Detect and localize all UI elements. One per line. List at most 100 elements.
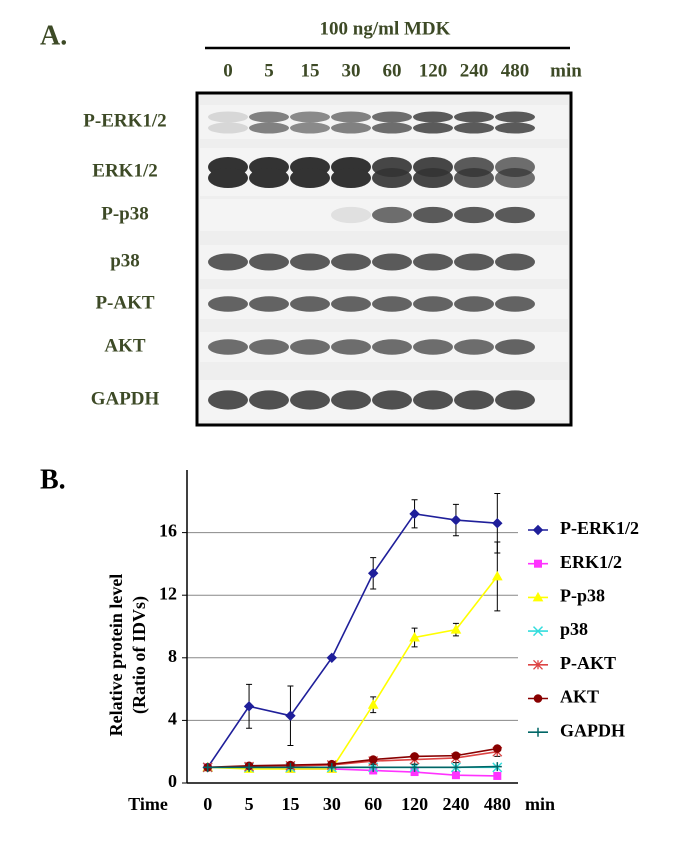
series-line xyxy=(207,575,498,770)
point xyxy=(368,755,378,764)
blot-band xyxy=(372,390,412,410)
series xyxy=(202,541,503,773)
row-label: ERK1/2 xyxy=(92,160,157,181)
legend-label: p38 xyxy=(560,619,588,639)
point xyxy=(326,652,338,664)
blot-band xyxy=(495,296,535,312)
blot-band xyxy=(454,206,494,224)
blot-band xyxy=(495,390,535,410)
blot-band xyxy=(372,122,412,134)
legend-label: P-ERK1/2 xyxy=(560,518,639,538)
series-line xyxy=(207,512,498,768)
x-tick-label: 5 xyxy=(245,794,254,814)
row-label: P-ERK1/2 xyxy=(83,110,166,131)
blot-band xyxy=(454,339,494,355)
blot-band xyxy=(249,253,289,271)
legend-marker xyxy=(533,694,543,703)
row-label: AKT xyxy=(104,335,146,356)
blot-band xyxy=(413,253,453,271)
point xyxy=(493,771,502,780)
time-label: 480 xyxy=(501,60,530,81)
blot-band xyxy=(290,296,330,312)
point xyxy=(285,710,296,721)
blot-band xyxy=(249,390,289,410)
point xyxy=(451,751,461,760)
x-axis-unit: min xyxy=(525,794,555,814)
y-tick-label: 12 xyxy=(159,583,177,603)
blot-band xyxy=(372,111,412,123)
blot-band xyxy=(290,390,330,410)
treatment: 100 ng/ml MDK xyxy=(320,18,451,39)
blot-band xyxy=(454,168,494,188)
y-tick-label: 16 xyxy=(159,521,177,541)
time-label: 240 xyxy=(460,60,489,81)
panel-label: B. xyxy=(40,464,66,495)
blot-band xyxy=(331,168,371,188)
x-tick-label: 15 xyxy=(281,794,299,814)
point xyxy=(203,762,213,772)
time-label: 30 xyxy=(342,60,361,81)
blot-band xyxy=(454,253,494,271)
blot-band xyxy=(331,390,371,410)
x-axis-label: Time xyxy=(128,794,168,814)
row-label: P-p38 xyxy=(101,203,149,224)
blot xyxy=(200,105,568,420)
time-label: 120 xyxy=(419,60,448,81)
blot-band xyxy=(413,111,453,123)
blot-band xyxy=(249,168,289,188)
point xyxy=(409,508,420,520)
blot-band xyxy=(249,122,289,134)
row-label: P-AKT xyxy=(95,292,154,313)
series-line xyxy=(207,765,498,769)
blot-band xyxy=(331,296,371,312)
blot-band xyxy=(290,168,330,188)
blot-band xyxy=(372,339,412,355)
y-axis-label: Relative protein level xyxy=(106,574,126,737)
legend-marker xyxy=(532,524,544,536)
point xyxy=(410,762,420,772)
point xyxy=(492,518,503,529)
y-tick-label: 8 xyxy=(168,646,177,666)
blot-band xyxy=(208,253,248,271)
blot-band xyxy=(290,339,330,355)
point xyxy=(451,771,460,780)
y-tick-label: 0 xyxy=(168,771,177,791)
series-line xyxy=(207,747,498,769)
point xyxy=(368,762,378,772)
point xyxy=(327,762,337,772)
blot-band xyxy=(413,168,453,188)
x-tick-label: 240 xyxy=(442,794,469,814)
series xyxy=(203,762,502,772)
y-axis-label: (Ratio of IDVs) xyxy=(129,596,150,714)
point xyxy=(491,570,503,581)
panel-label: A. xyxy=(40,20,67,51)
blot-band xyxy=(413,339,453,355)
legend-label: P-p38 xyxy=(560,586,605,606)
y-tick-label: 4 xyxy=(168,709,177,729)
blot-band xyxy=(331,111,371,123)
blot-band xyxy=(208,339,248,355)
legend-marker xyxy=(533,659,543,670)
point xyxy=(493,744,502,753)
legend-marker xyxy=(532,626,544,637)
legend-label: P-AKT xyxy=(560,653,616,673)
blot-band xyxy=(331,206,371,224)
legend-marker xyxy=(532,591,544,602)
blot-band xyxy=(372,168,412,188)
legend-label: AKT xyxy=(560,687,599,707)
legend-label: ERK1/2 xyxy=(560,552,622,572)
blot-band xyxy=(331,339,371,355)
x-tick-label: 60 xyxy=(364,794,382,814)
point xyxy=(367,699,379,709)
blot-band xyxy=(454,122,494,134)
blot-band xyxy=(208,168,248,188)
blot-band xyxy=(495,339,535,355)
blot-band xyxy=(290,122,330,134)
x-tick-label: 30 xyxy=(323,794,341,814)
time-label: 0 xyxy=(223,60,233,81)
legend-marker xyxy=(533,727,543,737)
x-tick-label: 120 xyxy=(401,794,428,814)
legend-label: GAPDH xyxy=(560,720,625,740)
blot-band xyxy=(372,206,412,224)
